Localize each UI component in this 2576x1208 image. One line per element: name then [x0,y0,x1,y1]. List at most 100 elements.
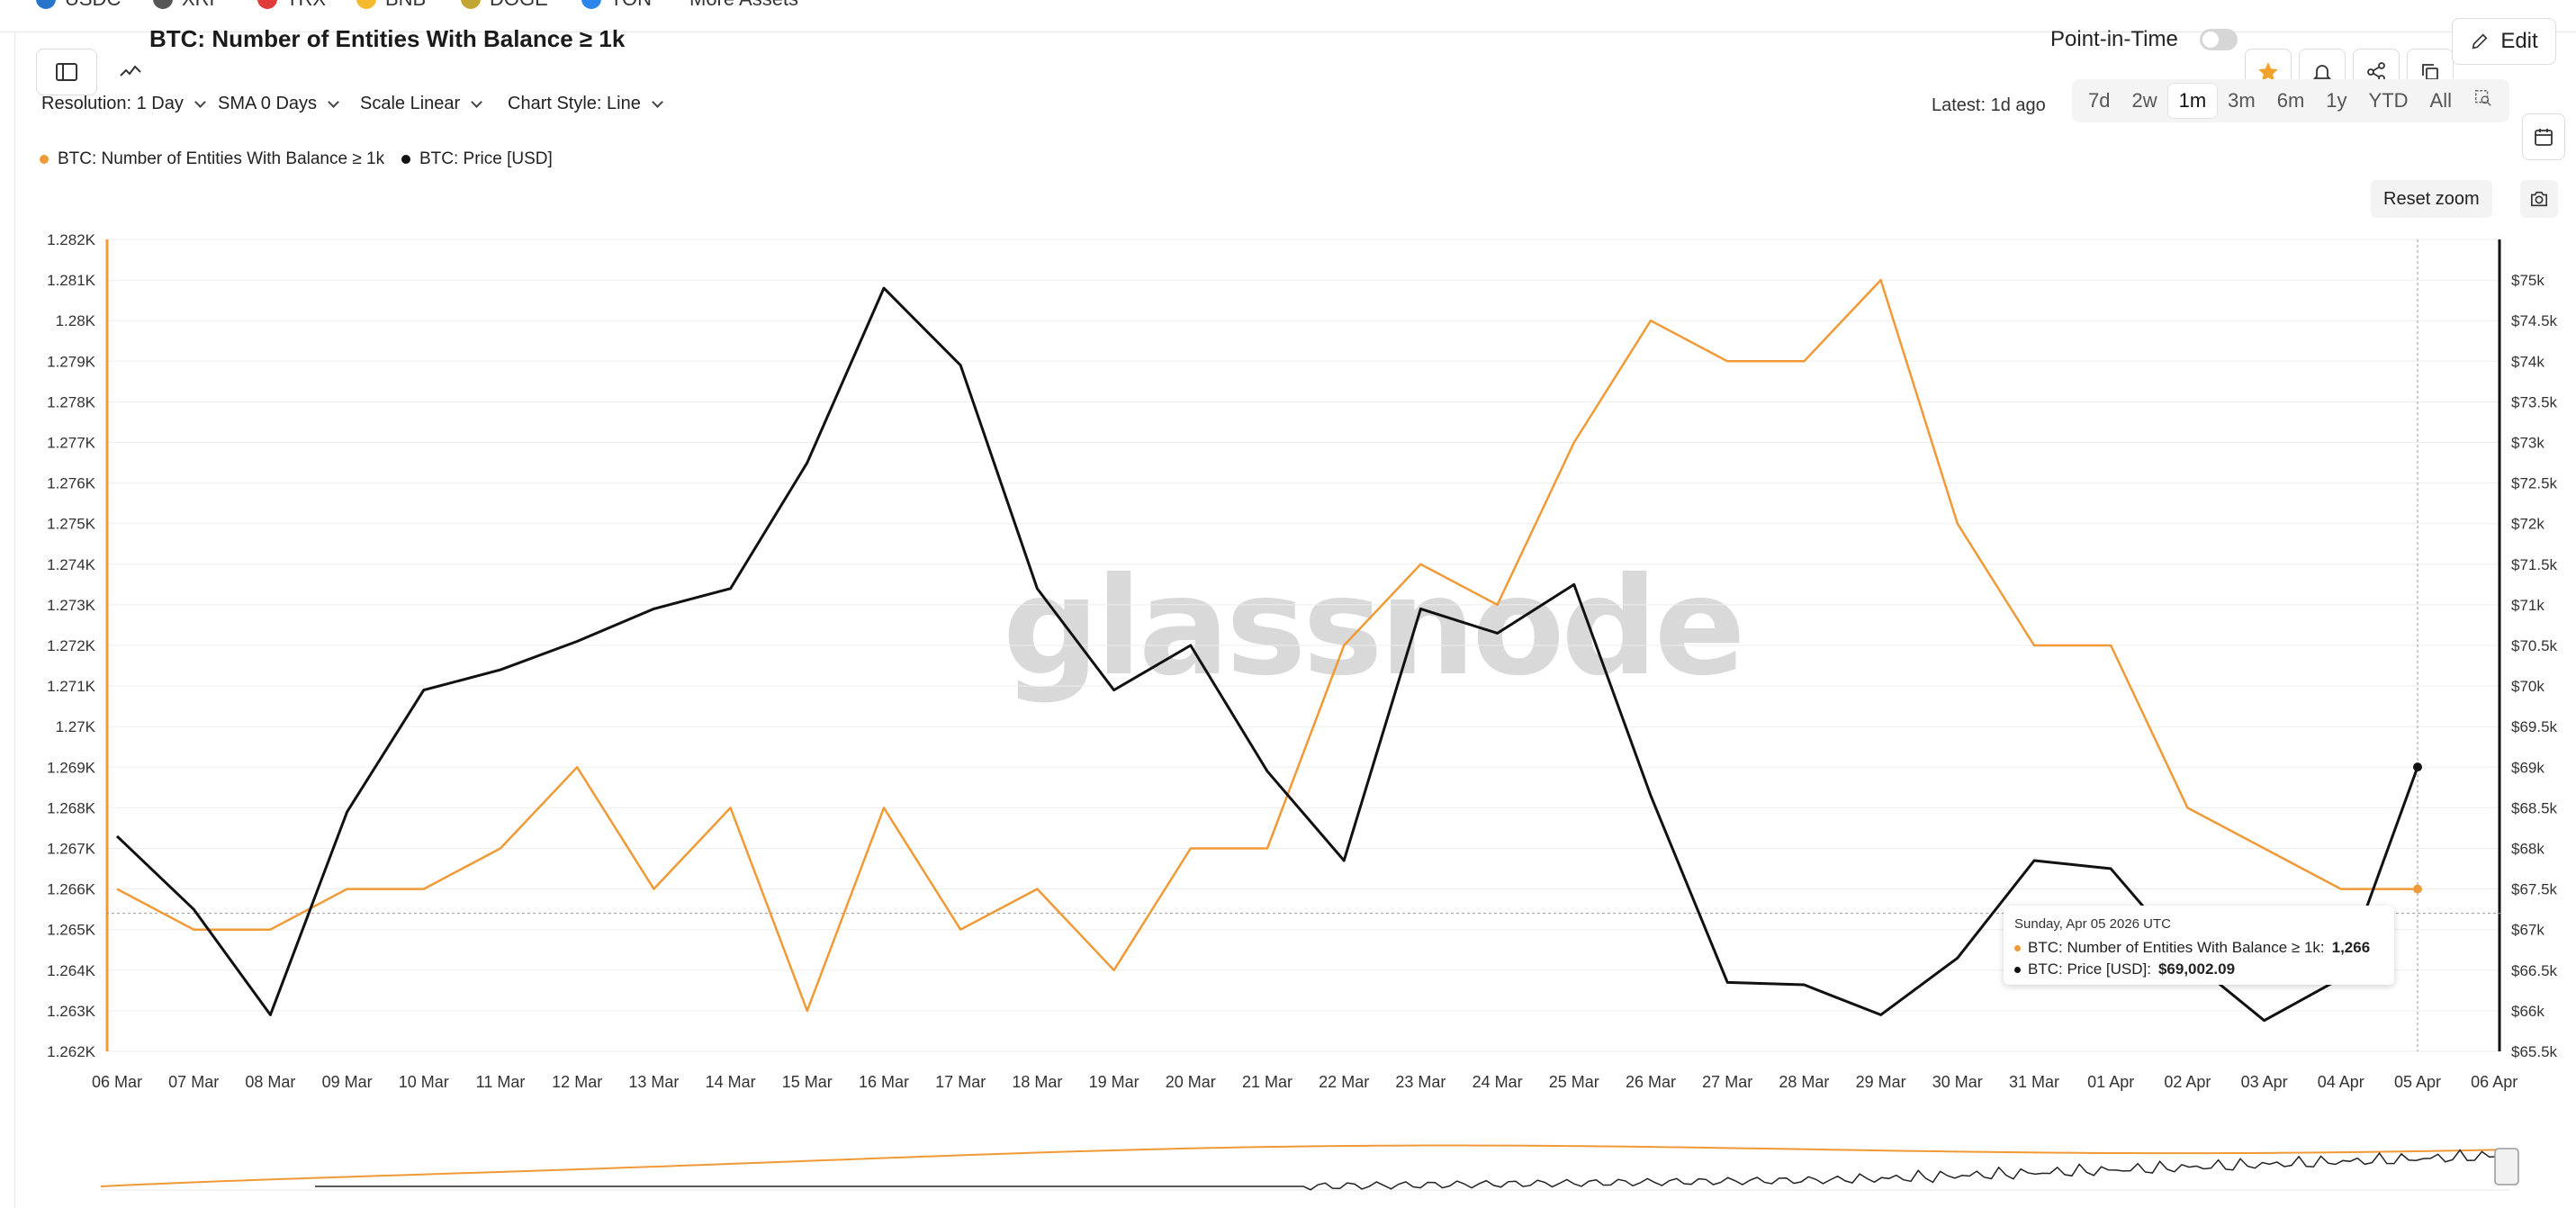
asset-label: More Assets [689,0,798,11]
y-right-tick-label: $74k [2511,353,2544,370]
chart-card [14,32,2576,1208]
spacer [2522,113,2523,114]
legend-label: BTC: Price [USD] [419,149,553,168]
y-right-tick-label: $72.5k [2511,475,2558,492]
legend-item-entities[interactable]: BTC: Number of Entities With Balance ≥ 1… [40,149,384,169]
y-right-tick-label: $72k [2511,516,2544,533]
sidebar-toggle-button[interactable] [36,49,97,95]
x-tick-label: 23 Mar [1395,1073,1446,1091]
legend-dot [40,155,49,164]
range-ytd[interactable]: YTD [2368,89,2409,112]
asset-tab[interactable]: TON [581,0,652,11]
tooltip-date: Sunday, Apr 05 2026 UTC [2014,916,2171,932]
y-right-tick-label: $68.5k [2511,799,2558,816]
asset-tab[interactable]: USDC [36,0,121,11]
y-left-tick-label: 1.275K [47,516,96,533]
asset-icon [461,0,481,9]
range-6m[interactable]: 6m [2276,89,2305,112]
x-tick-label: 11 Mar [476,1073,526,1091]
navigator-price-line [315,1149,2512,1191]
y-left-tick-label: 1.264K [47,962,96,979]
asset-tab[interactable]: BNB [356,0,426,11]
legend-item-price[interactable]: BTC: Price [USD] [401,149,553,169]
asset-tab[interactable]: More Assets [689,0,798,11]
point-in-time-label: Point-in-Time [2050,27,2178,51]
tooltip-dot [2014,966,2021,973]
y-left-tick-label: 1.27K [56,718,96,735]
asset-tab[interactable]: DOGE [461,0,548,11]
x-tick-label: 03 Apr [2241,1073,2288,1091]
tooltip-dot [2014,944,2021,951]
zoom-select-icon[interactable] [2463,83,2504,119]
y-left-tick-label: 1.28K [56,312,96,329]
y-left-tick-label: 1.279K [47,353,96,370]
y-left-tick-label: 1.265K [47,922,96,939]
chart-style-select[interactable]: Chart Style: Line [508,94,663,114]
sma-select[interactable]: SMA 0 Days [218,94,339,114]
y-left-tick-label: 1.271K [47,678,96,695]
range-3m[interactable]: 3m [2228,89,2256,112]
asset-label: DOGE [490,0,548,11]
x-tick-label: 06 Mar [92,1073,142,1091]
series-line-price [115,286,2419,1023]
y-left-tick-label: 1.263K [47,1003,96,1020]
x-tick-label: 25 Mar [1549,1073,1599,1091]
resolution-select[interactable]: Resolution: 1 Day [41,94,206,114]
x-tick-label: 30 Mar [1932,1073,1983,1091]
legend-label: BTC: Number of Entities With Balance ≥ 1… [58,149,385,168]
asset-icon [36,0,56,9]
scale-select[interactable]: Scale Linear [360,94,483,114]
edit-button[interactable]: Edit [2452,18,2556,65]
y-right-tick-label: $69.5k [2511,718,2558,735]
asset-label: TON [610,0,652,11]
price-point [2413,762,2422,772]
asset-tab[interactable]: TRX [257,0,326,11]
x-tick-label: 13 Mar [628,1073,679,1091]
screenshot-button[interactable] [2520,180,2558,218]
x-tick-label: 08 Mar [245,1073,295,1091]
y-right-tick-label: $71.5k [2511,556,2558,573]
share-icon [2367,62,2385,82]
y-right-tick-label: $66k [2511,1003,2544,1020]
asset-tab[interactable]: XRP [153,0,222,11]
tooltip-label: BTC: Number of Entities With Balance ≥ 1… [2028,939,2325,956]
range-all[interactable]: All [2429,89,2452,112]
y-left-tick-label: 1.281K [47,272,96,289]
range-1m[interactable]: 1m [2167,84,2218,118]
tooltip-value: $69,002.09 [2157,960,2236,978]
y-right-tick-label: $73k [2511,435,2544,452]
navigator-handle[interactable] [2494,1148,2519,1185]
resolution-value: Resolution: 1 Day [41,94,184,113]
x-tick-label: 12 Mar [552,1073,602,1091]
x-tick-label: 24 Mar [1473,1073,1523,1091]
page-title: BTC: Number of Entities With Balance ≥ 1… [149,25,626,52]
series-line-entities [116,278,2418,1013]
x-tick-label: 06 Apr [2471,1073,2517,1091]
pencil-icon [2472,33,2488,50]
x-tick-label: 29 Mar [1856,1073,1906,1091]
y-right-tick-label: $71k [2511,597,2544,614]
y-left-tick-label: 1.262K [47,1043,96,1060]
y-right-tick-label: $65.5k [2511,1043,2558,1060]
range-7d[interactable]: 7d [2088,89,2111,112]
metric-chart-icon [120,65,141,77]
tooltip-row-price: BTC: Price [USD]: $69,002.09 [2014,960,2383,978]
y-right-tick-label: $69k [2511,759,2544,776]
range-1y[interactable]: 1y [2326,89,2347,112]
x-tick-label: 19 Mar [1089,1073,1139,1091]
tooltip-value: 1,266 [2331,939,2371,956]
range-2w[interactable]: 2w [2131,89,2157,112]
asset-label: USDC [65,0,121,11]
x-tick-label: 27 Mar [1702,1073,1752,1091]
x-tick-label: 26 Mar [1626,1073,1676,1091]
y-left-tick-label: 1.268K [47,799,96,816]
x-tick-label: 16 Mar [859,1073,909,1091]
asset-label: TRX [286,0,326,11]
point-in-time-toggle[interactable] [2200,29,2238,50]
reset-zoom-button[interactable]: Reset zoom [2371,180,2492,218]
date-picker-button[interactable] [2522,113,2565,160]
y-left-tick-label: 1.278K [47,393,96,410]
x-tick-label: 18 Mar [1012,1073,1062,1091]
x-tick-label: 02 Apr [2164,1073,2211,1091]
